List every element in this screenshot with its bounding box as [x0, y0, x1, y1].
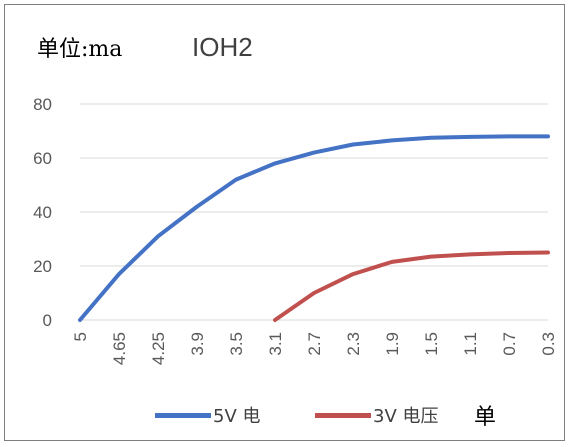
legend-label-5v: 5V 电 [213, 406, 261, 427]
x-tick-label: 0.3 [539, 332, 558, 356]
legend-swatch-5v [155, 412, 211, 418]
unit-label: 单位:ma [37, 37, 123, 62]
chart-title: IOH2 [192, 32, 253, 62]
x-tick-label: 4.25 [149, 332, 168, 365]
y-tick-label: 20 [33, 257, 52, 276]
x-tick-label: 3.1 [266, 332, 285, 356]
x-tick-label: 3.9 [188, 332, 207, 356]
x-tick-label: 4.65 [110, 332, 129, 365]
x-tick-label: 0.7 [500, 332, 519, 356]
y-tick-label: 40 [33, 203, 52, 222]
x-tick-label: 2.7 [305, 332, 324, 356]
x-tick-label: 2.3 [344, 332, 363, 356]
y-tick-label: 0 [43, 311, 52, 330]
chart-frame [4, 4, 565, 441]
x-tick-label: 1.1 [461, 332, 480, 356]
x-tick-label: 1.5 [422, 332, 441, 356]
y-tick-label: 60 [33, 149, 52, 168]
legend-item-3v: 3V 电压 [315, 402, 439, 428]
legend-item-5v: 5V 电 [155, 402, 261, 428]
x-tick-label: 3.5 [227, 332, 246, 356]
x-tick-label: 5 [71, 332, 90, 341]
y-tick-label: 80 [33, 95, 52, 114]
legend-swatch-3v [315, 412, 371, 418]
series-line-1 [273, 250, 550, 322]
x-tick-label: 1.9 [383, 332, 402, 356]
legend-label-3v: 3V 电压 [373, 406, 439, 427]
legend-extra-text: 单 [474, 405, 497, 430]
